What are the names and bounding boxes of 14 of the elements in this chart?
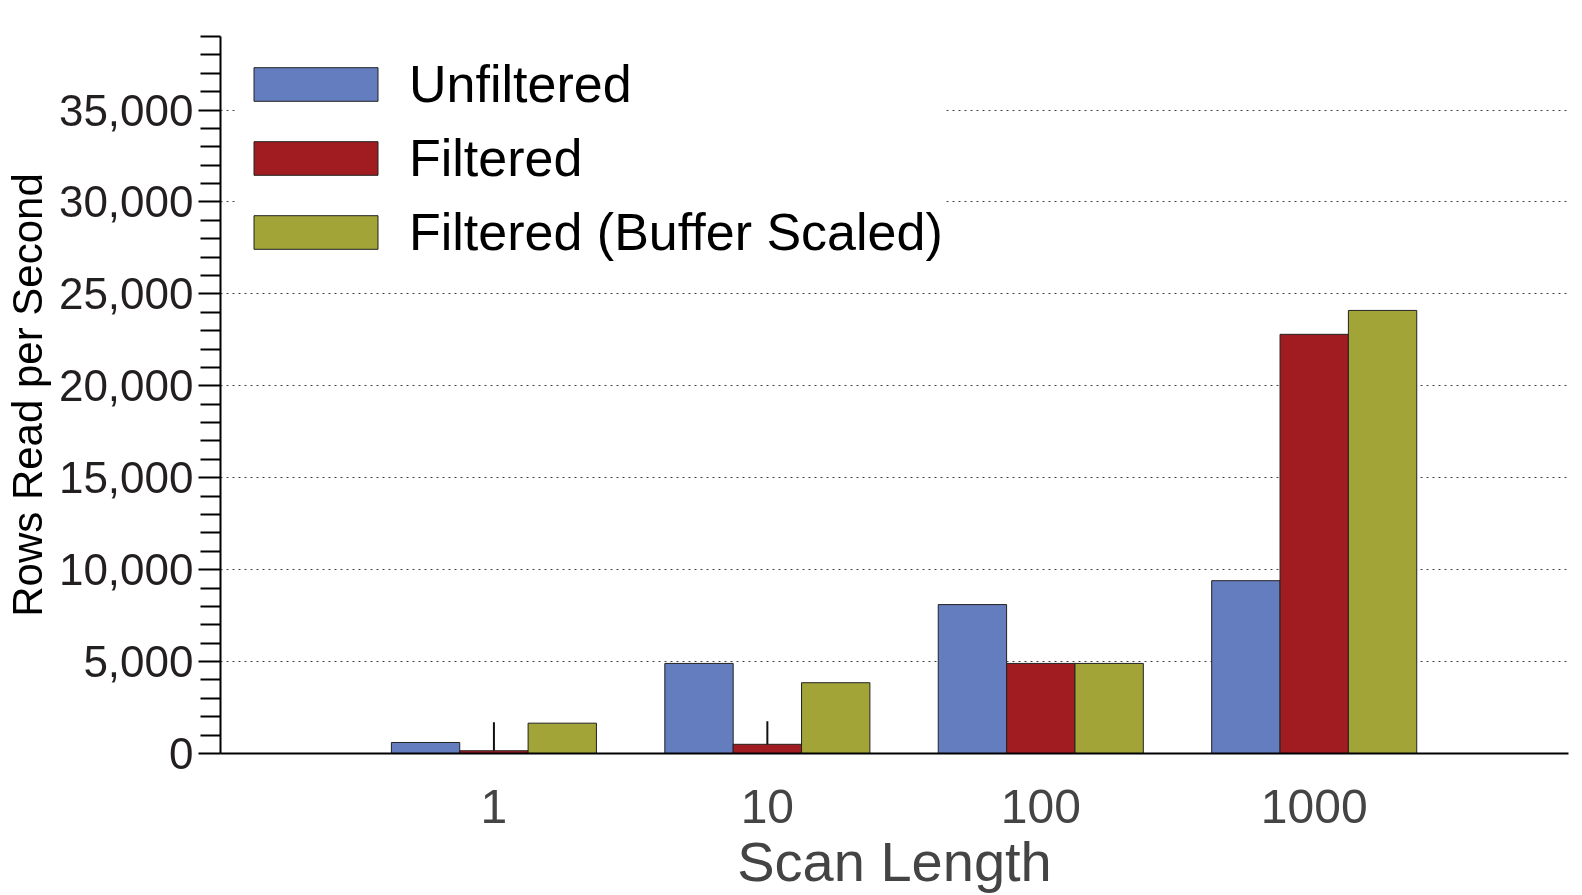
legend-label: Filtered (Buffer Scaled) bbox=[409, 202, 943, 262]
y-tick-label: 0 bbox=[169, 729, 194, 778]
y-tick-label: 30,000 bbox=[58, 177, 194, 227]
x-tick-label: 1000 bbox=[1260, 779, 1368, 833]
y-tick-label: 5,000 bbox=[83, 637, 194, 687]
y-tick-label: 35,000 bbox=[58, 85, 194, 135]
y-tick-label: 10,000 bbox=[58, 545, 194, 595]
y-tick-label: 25,000 bbox=[58, 269, 194, 319]
y-tick-label: 20,000 bbox=[58, 361, 194, 411]
legend-label: Filtered bbox=[409, 128, 583, 188]
legend-label: Unfiltered bbox=[409, 54, 632, 114]
y-tick-label: 15,000 bbox=[58, 453, 194, 503]
x-tick-label: 1 bbox=[480, 779, 508, 833]
y-axis-title: Rows Read per Second bbox=[3, 173, 51, 617]
